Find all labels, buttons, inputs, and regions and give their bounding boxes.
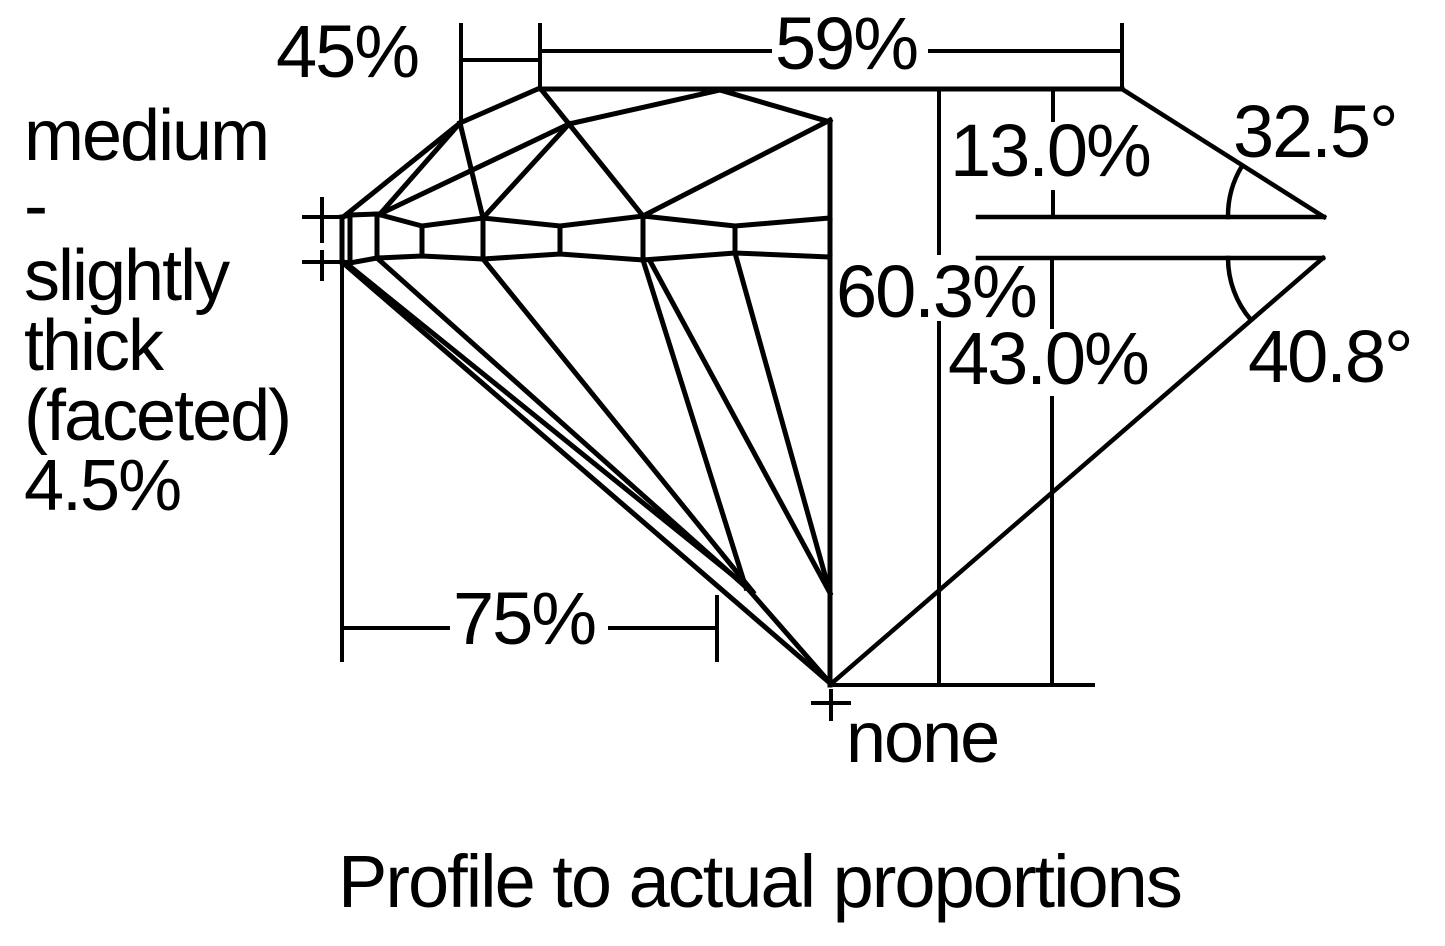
girdle-description-line: thick	[24, 306, 164, 386]
pavilion-angle-schematic	[827, 254, 1327, 688]
pavilion-angle-label: 40.8°	[1248, 315, 1414, 398]
diagram-caption: Profile to actual proportions	[338, 840, 1183, 923]
girdle-facet-lines	[338, 211, 833, 266]
girdle-description-line: -	[24, 166, 48, 246]
girdle-description-line: slightly	[24, 236, 230, 316]
total-depth-label: 60.3%	[836, 250, 1038, 333]
table-size-label: 59%	[775, 2, 919, 85]
crown-facet-lines	[338, 84, 834, 222]
star-length-label: 45%	[276, 10, 420, 93]
crown-angle-schematic	[975, 85, 1328, 221]
girdle-description-line: (faceted)	[24, 376, 292, 456]
pavilion-facet-lines	[338, 249, 835, 688]
culet-label: none	[846, 698, 1000, 778]
dimension-lines	[302, 23, 1124, 721]
crown-height-label: 13.0%	[950, 109, 1152, 192]
lower-half-label: 75%	[453, 577, 597, 660]
pavilion-depth-label: 43.0%	[948, 317, 1150, 400]
pavilion-angle-arc	[1225, 255, 1255, 324]
girdle-description-line: 4.5%	[24, 446, 182, 526]
crown-angle-label: 32.5°	[1233, 90, 1399, 173]
girdle-description: medium - slightly thick (faceted) 4.5%	[24, 96, 292, 526]
girdle-description-line: medium	[24, 96, 270, 176]
crown-angle-arc	[1225, 162, 1246, 220]
